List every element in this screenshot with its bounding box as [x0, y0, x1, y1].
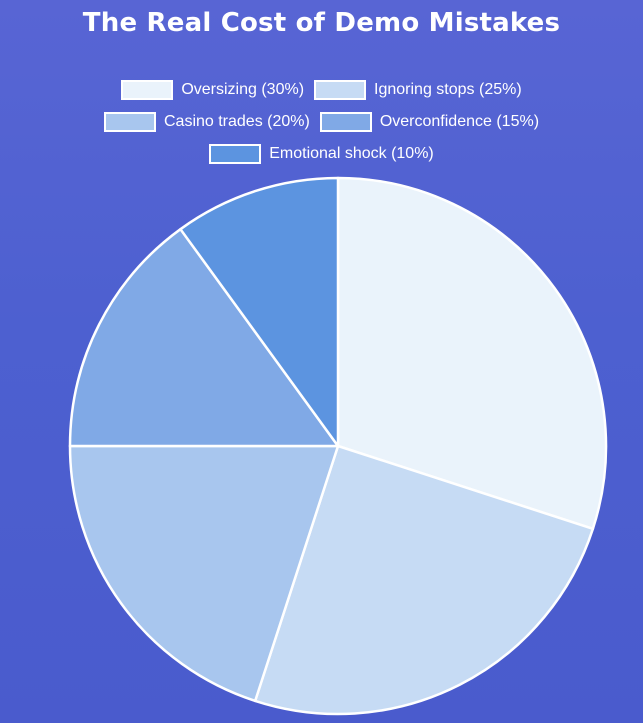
legend-swatch-oversizing: [121, 80, 174, 100]
pie-slice-overconfidence[interactable]: [68, 227, 340, 448]
legend-swatch-casino-trades: [103, 112, 156, 132]
legend-item-ignoring-stops[interactable]: Ignoring stops (25%): [314, 80, 522, 100]
chart-legend: Oversizing (30%) Ignoring stops (25%) Ca…: [0, 74, 643, 170]
legend-label-ignoring-stops: Ignoring stops (25%): [374, 81, 522, 98]
pie-slice-ignoring-stops[interactable]: [253, 444, 595, 716]
legend-swatch-overconfidence: [319, 112, 372, 132]
legend-item-emotional-shock[interactable]: Emotional shock (10%): [209, 144, 434, 164]
legend-label-casino-trades: Casino trades (20%): [163, 113, 310, 130]
pie-slices: [68, 176, 608, 716]
legend-row-3: Emotional shock (10%): [0, 138, 643, 170]
legend-label-emotional-shock: Emotional shock (10%): [269, 145, 434, 162]
legend-swatch-emotional-shock: [209, 144, 262, 164]
chart-title: The Real Cost of Demo Mistakes: [82, 8, 561, 38]
pie-slice-oversizing[interactable]: [336, 176, 608, 531]
legend-item-overconfidence[interactable]: Overconfidence (15%): [319, 112, 540, 132]
pie-slice-casino-trades[interactable]: [68, 444, 340, 703]
legend-label-oversizing: Oversizing (30%): [181, 81, 305, 98]
legend-swatch-ignoring-stops: [314, 80, 367, 100]
legend-item-oversizing[interactable]: Oversizing (30%): [121, 80, 304, 100]
legend-item-casino-trades[interactable]: Casino trades (20%): [103, 112, 310, 132]
pie-slice-emotional-shock[interactable]: [179, 176, 340, 448]
legend-row-1: Oversizing (30%) Ignoring stops (25%): [0, 74, 643, 106]
legend-row-2: Casino trades (20%) Overconfidence (15%): [0, 106, 643, 138]
legend-label-overconfidence: Overconfidence (15%): [379, 113, 540, 130]
